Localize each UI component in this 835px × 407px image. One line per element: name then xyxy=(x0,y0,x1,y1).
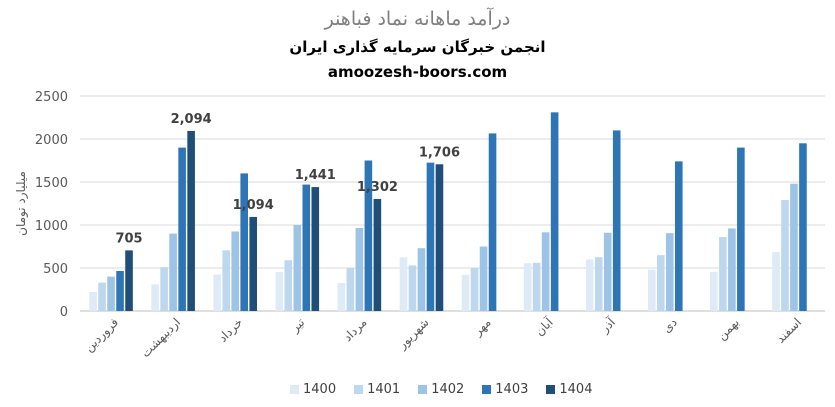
data-label: 1,706 xyxy=(419,145,460,160)
bar xyxy=(231,231,240,311)
bar xyxy=(665,233,674,311)
data-label: 1,302 xyxy=(357,180,398,195)
y-tick-label: 1000 xyxy=(35,219,68,234)
bar xyxy=(373,199,382,311)
y-tick-label: 0 xyxy=(60,305,68,320)
legend-swatch xyxy=(418,385,428,394)
y-axis-label: میلیارد تومان xyxy=(14,171,29,236)
bar xyxy=(222,250,231,311)
x-tick-label: مرداد xyxy=(340,315,370,345)
data-label: 705 xyxy=(115,231,142,246)
bar xyxy=(346,268,355,311)
x-tick-label: اردیبهشت xyxy=(138,315,184,361)
bar xyxy=(719,237,727,311)
bar xyxy=(178,147,186,311)
bar xyxy=(337,283,346,311)
legend-swatch xyxy=(290,385,299,394)
bar xyxy=(408,265,417,311)
bar xyxy=(169,233,177,311)
bar xyxy=(488,133,497,311)
legend-label: 1401 xyxy=(367,382,401,397)
legend-label: 1402 xyxy=(431,382,465,397)
bar xyxy=(772,252,780,311)
x-tick-label: اسفند xyxy=(773,315,804,346)
legend-label: 1404 xyxy=(559,382,593,397)
bar xyxy=(240,173,249,311)
bar xyxy=(302,184,311,311)
bar xyxy=(728,228,736,311)
bar xyxy=(790,183,798,311)
bar xyxy=(647,269,656,311)
bar xyxy=(710,271,718,311)
legend-label: 1403 xyxy=(495,382,529,397)
chart-title: درآمد ماهانه نماد فباهنر xyxy=(324,8,511,30)
bar xyxy=(523,263,532,311)
bar xyxy=(461,274,470,311)
bar xyxy=(799,143,807,311)
bar xyxy=(284,260,293,311)
bar xyxy=(213,274,222,311)
bar xyxy=(98,282,106,311)
legend-item: 1401 xyxy=(354,382,400,397)
x-tick-label: خرداد xyxy=(216,315,246,345)
bar xyxy=(160,267,168,311)
x-tick-label: دی xyxy=(660,315,680,335)
bar xyxy=(532,262,541,311)
legend-swatch xyxy=(482,385,492,394)
x-tick-label: مهر xyxy=(470,315,494,339)
bar xyxy=(737,147,745,311)
y-tick-label: 2500 xyxy=(35,90,68,105)
y-tick-label: 500 xyxy=(43,262,68,277)
bar xyxy=(479,246,488,311)
legend-item: 1404 xyxy=(546,382,592,397)
x-tick-label: فروردین xyxy=(82,315,122,355)
chart-legend: 1400 1401 1402 1403 1404 xyxy=(290,382,592,397)
bar xyxy=(311,187,320,311)
x-tick-label: بهمن xyxy=(714,315,742,343)
x-tick-label: آذر xyxy=(596,314,619,337)
bar-chart: 0 500 1000 1500 2000 2500 میلیارد تومان 705 2,09… xyxy=(14,90,825,361)
legend-item: 1402 xyxy=(418,382,464,397)
y-tick-label: 2000 xyxy=(35,133,68,148)
data-label: 2,094 xyxy=(171,112,212,127)
bar xyxy=(187,130,195,311)
bar xyxy=(275,271,284,311)
bar xyxy=(417,248,426,311)
bar xyxy=(550,112,559,311)
legend-label: 1400 xyxy=(303,382,337,397)
bar xyxy=(116,271,124,311)
x-tick-label: آبان xyxy=(532,314,557,339)
bar xyxy=(293,225,302,311)
bar xyxy=(426,162,435,311)
legend-swatch xyxy=(354,385,364,394)
legend-item: 1403 xyxy=(482,382,528,397)
bar xyxy=(151,284,159,311)
bar xyxy=(585,259,594,311)
bar xyxy=(364,160,373,311)
bar xyxy=(89,292,97,311)
chart-watermark: amoozesh-boors.com xyxy=(327,63,508,81)
y-tick-label: 1500 xyxy=(35,176,68,191)
bar xyxy=(656,255,665,311)
bar xyxy=(107,276,115,311)
bar xyxy=(541,232,550,311)
bar xyxy=(435,164,444,311)
legend-item: 1400 xyxy=(290,382,336,397)
data-label: 1,441 xyxy=(295,168,336,183)
bar xyxy=(612,130,621,311)
bar xyxy=(781,200,789,311)
data-label: 1,094 xyxy=(233,198,274,213)
bar xyxy=(249,216,258,311)
legend-swatch xyxy=(546,385,556,394)
x-tick-label: تیر xyxy=(287,315,308,336)
bar xyxy=(125,250,133,311)
bar xyxy=(399,257,408,311)
bar xyxy=(594,257,603,311)
x-tick-label: شهریور xyxy=(394,315,432,353)
bar xyxy=(355,228,364,311)
bar xyxy=(470,268,479,311)
bar xyxy=(674,161,683,311)
bar xyxy=(603,232,612,311)
chart-subtitle: انجمن خبرگان سرمایه گذاری ایران xyxy=(289,38,546,56)
